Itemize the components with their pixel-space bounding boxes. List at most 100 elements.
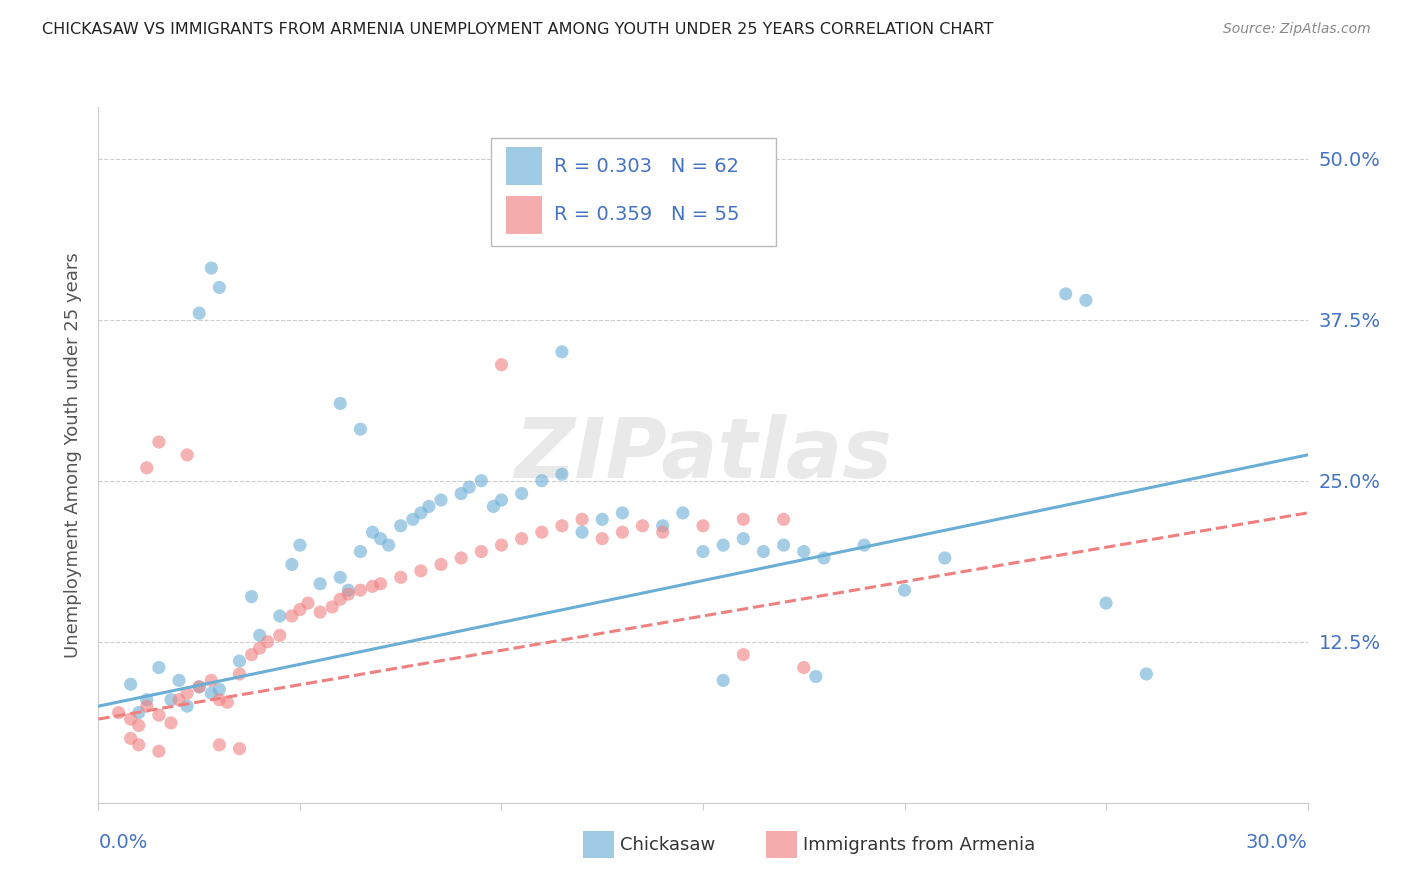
- Point: [458, 480, 481, 494]
- Point: [551, 344, 574, 359]
- Point: [176, 448, 198, 462]
- Point: [551, 467, 574, 482]
- Point: [309, 605, 332, 619]
- Point: [281, 558, 304, 572]
- Point: [160, 715, 183, 730]
- Point: [1074, 293, 1097, 308]
- Point: [309, 576, 332, 591]
- Point: [651, 525, 673, 540]
- Point: [450, 486, 472, 500]
- Point: [430, 558, 453, 572]
- Point: [934, 551, 956, 566]
- Point: [208, 692, 231, 706]
- Point: [167, 692, 190, 706]
- Point: [893, 583, 915, 598]
- Text: Immigrants from Armenia: Immigrants from Armenia: [803, 836, 1035, 854]
- Point: [470, 474, 492, 488]
- Point: [612, 506, 634, 520]
- Point: [733, 512, 755, 526]
- Point: [120, 712, 142, 726]
- Point: [135, 460, 157, 475]
- Point: [733, 648, 755, 662]
- Point: [329, 570, 352, 584]
- Point: [409, 564, 432, 578]
- Point: [551, 518, 574, 533]
- Point: [167, 673, 190, 688]
- Point: [208, 280, 231, 294]
- Point: [361, 525, 384, 540]
- Point: [591, 512, 613, 526]
- Point: [329, 592, 352, 607]
- Point: [1054, 286, 1077, 301]
- Point: [571, 512, 593, 526]
- Point: [772, 512, 794, 526]
- Point: [692, 518, 714, 533]
- Bar: [506, 195, 543, 234]
- Point: [711, 673, 734, 688]
- Point: [288, 602, 311, 616]
- Point: [269, 628, 291, 642]
- Point: [349, 544, 371, 558]
- Point: [804, 669, 827, 683]
- Point: [612, 525, 634, 540]
- Point: [692, 544, 714, 558]
- Point: [240, 648, 263, 662]
- Point: [370, 532, 392, 546]
- Point: [349, 422, 371, 436]
- Point: [120, 731, 142, 746]
- Text: CHICKASAW VS IMMIGRANTS FROM ARMENIA UNEMPLOYMENT AMONG YOUTH UNDER 25 YEARS COR: CHICKASAW VS IMMIGRANTS FROM ARMENIA UNE…: [42, 22, 994, 37]
- Point: [1095, 596, 1118, 610]
- Point: [409, 506, 432, 520]
- Point: [249, 641, 271, 656]
- Point: [430, 493, 453, 508]
- Point: [188, 306, 211, 320]
- Text: 30.0%: 30.0%: [1246, 833, 1308, 853]
- Point: [329, 396, 352, 410]
- Point: [208, 738, 231, 752]
- Point: [370, 576, 392, 591]
- Point: [148, 435, 170, 450]
- Bar: [506, 147, 543, 186]
- Point: [128, 718, 150, 732]
- Point: [1135, 667, 1157, 681]
- Point: [200, 686, 222, 700]
- Point: [128, 706, 150, 720]
- Point: [752, 544, 775, 558]
- Point: [733, 532, 755, 546]
- Point: [135, 692, 157, 706]
- Text: R = 0.359   N = 55: R = 0.359 N = 55: [554, 205, 740, 225]
- Point: [377, 538, 399, 552]
- Point: [120, 677, 142, 691]
- Point: [772, 538, 794, 552]
- Point: [188, 680, 211, 694]
- Text: 0.0%: 0.0%: [98, 833, 148, 853]
- Point: [651, 518, 673, 533]
- Point: [188, 680, 211, 694]
- Point: [288, 538, 311, 552]
- Point: [217, 695, 239, 709]
- Point: [208, 682, 231, 697]
- Point: [510, 532, 533, 546]
- Point: [793, 544, 815, 558]
- Point: [530, 525, 553, 540]
- Text: Source: ZipAtlas.com: Source: ZipAtlas.com: [1223, 22, 1371, 37]
- Point: [672, 506, 695, 520]
- Point: [470, 544, 492, 558]
- Point: [631, 518, 654, 533]
- Point: [128, 738, 150, 752]
- Point: [389, 570, 412, 584]
- Point: [160, 692, 183, 706]
- Point: [530, 474, 553, 488]
- Y-axis label: Unemployment Among Youth under 25 years: Unemployment Among Youth under 25 years: [63, 252, 82, 657]
- Point: [418, 500, 440, 514]
- Text: R = 0.303   N = 62: R = 0.303 N = 62: [554, 157, 740, 176]
- Point: [337, 587, 360, 601]
- Point: [571, 525, 593, 540]
- Point: [228, 654, 250, 668]
- Point: [389, 518, 412, 533]
- Point: [228, 667, 250, 681]
- Point: [269, 609, 291, 624]
- Point: [107, 706, 129, 720]
- Text: ZIPatlas: ZIPatlas: [515, 415, 891, 495]
- Point: [491, 493, 513, 508]
